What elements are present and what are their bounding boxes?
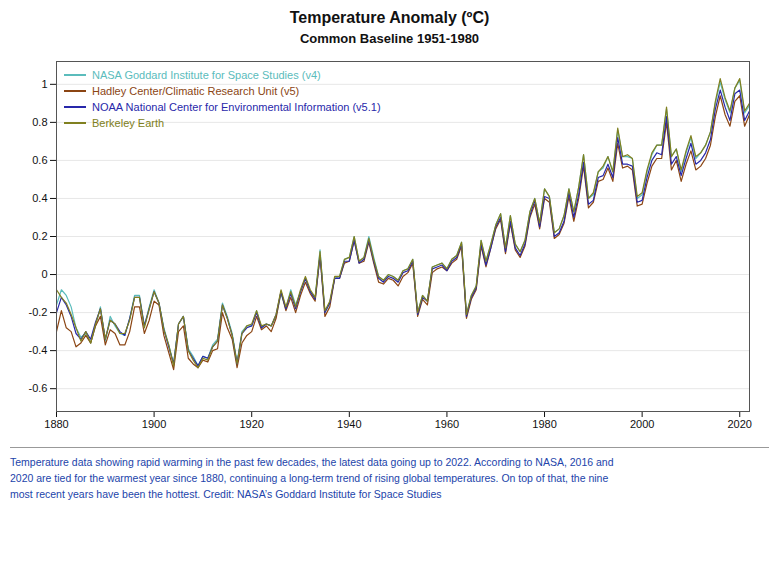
svg-text:0: 0 [41,268,47,280]
svg-text:-0.6: -0.6 [29,382,48,394]
svg-text:-0.4: -0.4 [29,344,48,356]
html-text:Temperature Anomaly (ºC): Temperature Anomaly (ºC) [289,9,490,26]
html-text:NOAA National Center for Envir: NOAA National Center for Environmental I… [92,101,381,113]
svg-text:0.8: 0.8 [32,116,47,128]
svg-text:1940: 1940 [337,418,361,430]
svg-text:0.2: 0.2 [32,230,47,242]
svg-text:1920: 1920 [239,418,263,430]
svg-text:-0.2: -0.2 [29,306,48,318]
svg-text:1980: 1980 [532,418,556,430]
html-text:Temperature data showing rapid: Temperature data showing rapid warming i… [10,456,614,500]
html-text:NASA Goddard Institute for Spa: NASA Goddard Institute for Space Studies… [92,69,321,81]
svg-text:1: 1 [41,78,47,90]
svg-text:2020: 2020 [727,418,751,430]
svg-text:1960: 1960 [435,418,459,430]
svg-text:0.4: 0.4 [32,192,47,204]
svg-text:1900: 1900 [142,418,166,430]
svg-text:1880: 1880 [44,418,68,430]
html-text:Hadley Center/Climatic Researc: Hadley Center/Climatic Research Unit (v5… [92,85,300,97]
svg-text:0.6: 0.6 [32,154,47,166]
html-text:Common Baseline 1951-1980: Common Baseline 1951-1980 [299,31,480,46]
svg-text:2000: 2000 [630,418,654,430]
html-text:Berkeley Earth: Berkeley Earth [92,117,165,129]
